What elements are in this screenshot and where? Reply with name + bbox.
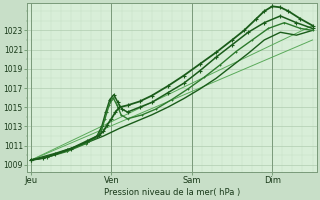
X-axis label: Pression niveau de la mer( hPa ): Pression niveau de la mer( hPa ) bbox=[104, 188, 240, 197]
